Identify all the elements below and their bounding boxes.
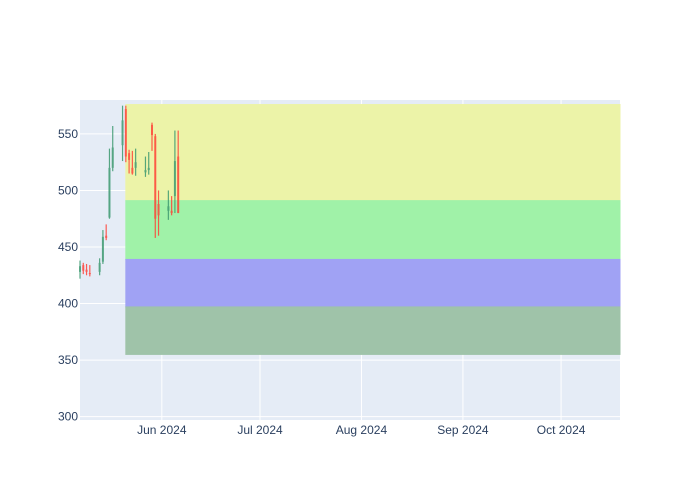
- x-tick-label: Aug 2024: [336, 423, 388, 437]
- candle-body: [173, 161, 176, 197]
- candles: [79, 105, 180, 279]
- candle-body: [111, 147, 114, 168]
- candle: [82, 262, 85, 275]
- x-tick-label: Oct 2024: [537, 423, 586, 437]
- y-axis-ticks: 300 350 400 450 500 550: [58, 127, 78, 424]
- zone-band: [125, 104, 621, 202]
- candle: [111, 126, 114, 172]
- candle: [154, 133, 157, 238]
- candle-body: [154, 136, 157, 219]
- candle: [124, 105, 127, 163]
- candle-body: [128, 153, 131, 160]
- candle-body: [85, 269, 88, 272]
- y-tick-label: 500: [58, 183, 78, 197]
- candle: [151, 122, 153, 151]
- candle-body: [101, 236, 104, 262]
- candle-body: [79, 266, 81, 272]
- candle-body: [108, 167, 111, 218]
- x-tick-label: Jun 2024: [137, 423, 187, 437]
- candle-body: [151, 124, 153, 136]
- zone-band: [125, 306, 621, 355]
- candle-body: [167, 206, 170, 211]
- candle: [98, 258, 101, 276]
- candle: [121, 105, 124, 162]
- candle: [147, 152, 150, 175]
- candle: [79, 260, 81, 279]
- candle-body: [144, 170, 147, 173]
- candle: [167, 190, 170, 220]
- candle: [105, 224, 108, 241]
- candle: [173, 130, 176, 214]
- candle: [101, 230, 104, 264]
- y-tick-label: 300: [58, 410, 78, 424]
- candle: [134, 148, 137, 176]
- x-axis-ticks: Jun 2024 Jul 2024 Aug 2024 Sep 2024 Oct 2024: [137, 423, 586, 437]
- candle-body: [131, 167, 134, 174]
- candle-body: [88, 273, 91, 275]
- y-tick-label: 350: [58, 353, 78, 367]
- candle-body: [134, 162, 137, 168]
- candle-body: [82, 265, 85, 271]
- candle-body: [98, 262, 101, 272]
- candle: [157, 190, 160, 236]
- candle-body: [121, 120, 124, 146]
- y-tick-label: 450: [58, 240, 78, 254]
- candle-body: [105, 235, 108, 238]
- x-tick-label: Jul 2024: [237, 423, 283, 437]
- candle-body: [157, 204, 160, 216]
- zone-band: [125, 258, 621, 308]
- candle: [144, 156, 147, 177]
- candle: [170, 196, 173, 216]
- zone-bands: [125, 104, 621, 355]
- y-tick-label: 550: [58, 127, 78, 141]
- candle: [131, 150, 134, 175]
- x-tick-label: Sep 2024: [437, 423, 489, 437]
- candle: [128, 149, 131, 174]
- candle: [177, 130, 180, 214]
- candle: [85, 263, 88, 276]
- candle-body: [147, 167, 150, 171]
- zone-band: [125, 200, 621, 260]
- candle: [88, 265, 91, 277]
- candle-body: [124, 109, 127, 157]
- candle: [108, 148, 111, 219]
- candle-body: [170, 210, 173, 214]
- candle-body: [177, 156, 180, 214]
- y-tick-label: 400: [58, 297, 78, 311]
